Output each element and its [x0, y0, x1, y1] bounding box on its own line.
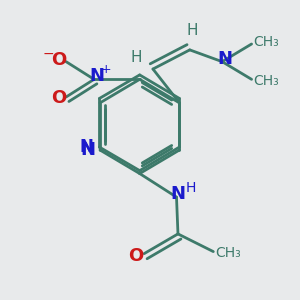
Text: CH₃: CH₃ [254, 34, 279, 49]
Text: −: − [43, 47, 54, 61]
Text: N: N [89, 68, 104, 85]
Text: CH₃: CH₃ [215, 246, 241, 260]
Text: N: N [80, 141, 95, 159]
Text: O: O [51, 89, 66, 107]
Text: N: N [170, 184, 185, 202]
Text: N: N [79, 138, 93, 156]
Text: H: H [185, 181, 196, 195]
Text: O: O [51, 51, 66, 69]
Text: CH₃: CH₃ [254, 74, 279, 88]
Text: N: N [217, 50, 232, 68]
Text: H: H [187, 23, 198, 38]
Text: +: + [100, 63, 111, 76]
Text: O: O [128, 247, 143, 265]
Text: H: H [131, 50, 142, 65]
